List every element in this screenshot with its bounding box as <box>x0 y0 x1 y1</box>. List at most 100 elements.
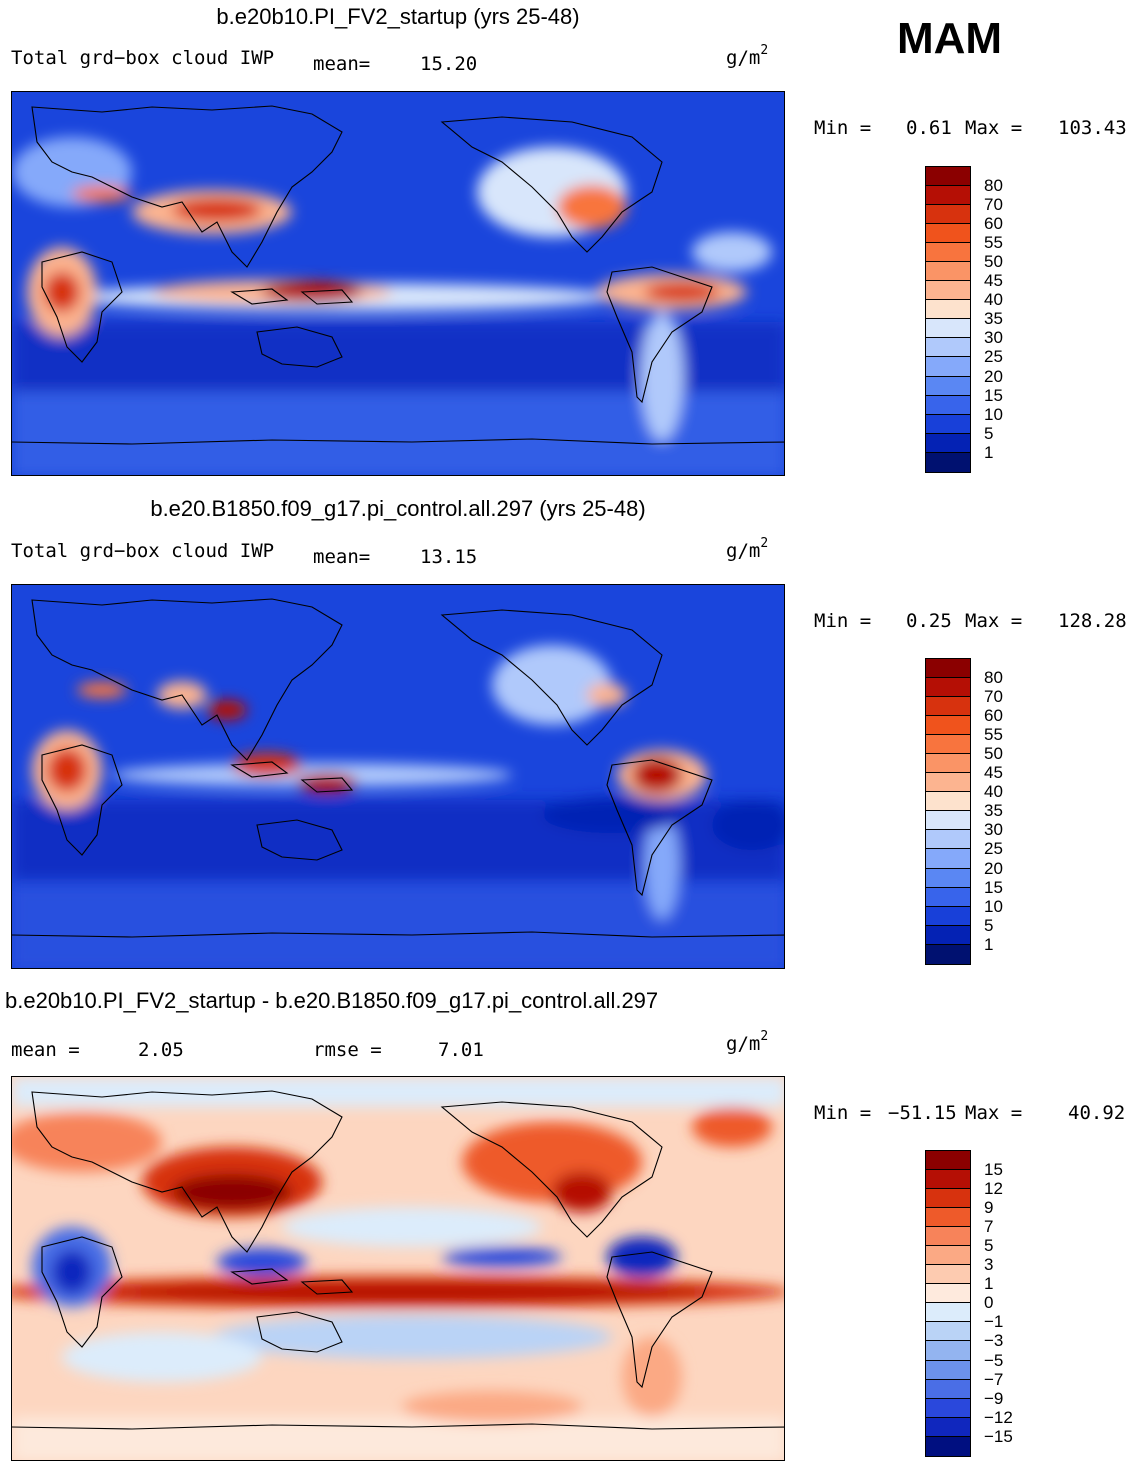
colorbar-tick-label: −7 <box>984 1369 1004 1389</box>
colorbar-cell <box>926 1151 970 1171</box>
colorbar-cell <box>926 678 970 698</box>
colorbar-tick-label: 40 <box>984 782 1003 802</box>
colorbar-cell <box>926 319 970 339</box>
colorbar-tick-label: 10 <box>984 404 1003 424</box>
panel-2-mean-value: 13.15 <box>420 546 478 568</box>
colorbar-tick-label: 5 <box>984 915 994 935</box>
colorbar-cell <box>926 376 970 396</box>
colorbar-tick-label: −15 <box>984 1426 1013 1446</box>
colorbar-tick-label: 20 <box>984 366 1003 386</box>
colorbar-cell <box>926 224 970 244</box>
colorbar-cell <box>926 433 970 453</box>
colorbar-cell <box>926 830 970 850</box>
colorbar-cell <box>926 754 970 774</box>
panel-1-variable-label: Total grd−box cloud IWP <box>11 47 275 69</box>
colorbar-cell <box>926 167 970 187</box>
colorbar-tick-label: −12 <box>984 1407 1013 1427</box>
colorbar-cell <box>926 1265 970 1285</box>
panel-3-title: b.e20b10.PI_FV2_startup - b.e20.B1850.f0… <box>5 988 659 1013</box>
colorbar-cell <box>926 186 970 206</box>
colorbar-cell <box>926 906 970 926</box>
colorbar-tick-label: 55 <box>984 725 1003 745</box>
panel-3-min-value: −51.15 <box>888 1102 957 1124</box>
colorbar-tick-label: 12 <box>984 1179 1003 1199</box>
panel-1-map <box>11 91 785 476</box>
panel-3-units: g/m2 <box>726 1029 769 1055</box>
panel-1-title: b.e20b10.PI_FV2_startup (yrs 25-48) <box>216 4 580 29</box>
colorbar-cell <box>926 357 970 377</box>
colorbar-tick-label: 0 <box>984 1293 994 1313</box>
panel-2-max-value: 128.28 <box>1058 610 1126 632</box>
panel-3-max-label: Max = <box>965 1102 1023 1124</box>
panel-3-mean-value: 2.05 <box>138 1039 184 1061</box>
colorbar-tick-label: 45 <box>984 763 1003 783</box>
colorbar-cell <box>926 1398 970 1418</box>
colorbar-tick-label: 5 <box>984 1236 994 1256</box>
colorbar-cell <box>926 1322 970 1342</box>
colorbar-cell <box>926 1189 970 1209</box>
panel-1-colorbar <box>925 166 971 473</box>
colorbar-cell <box>926 1360 970 1380</box>
colorbar-cell <box>926 300 970 320</box>
colorbar-tick-label: 80 <box>984 176 1003 195</box>
colorbar-tick-label: 70 <box>984 687 1003 707</box>
panel-3-max-value: 40.92 <box>1068 1102 1126 1124</box>
colorbar-cell <box>926 1284 970 1304</box>
panel-3-colorbar-labels: 15 12 9 7 5 3 1 0 −1 −3 −5 −7 −9 −12 −15 <box>984 1160 1024 1450</box>
season-label: MAM <box>897 14 1003 63</box>
colorbar-cell <box>926 811 970 831</box>
colorbar-cell <box>926 1208 970 1228</box>
panel-1-max-label: Max = <box>965 117 1023 139</box>
colorbar-tick-label: 50 <box>984 252 1003 272</box>
panel-2-map-svg <box>12 585 784 968</box>
colorbar-tick-label: 15 <box>984 877 1003 897</box>
colorbar-cell <box>926 1436 970 1456</box>
colorbar-tick-label: 45 <box>984 271 1003 291</box>
colorbar-tick-label: 1 <box>984 934 994 954</box>
colorbar-tick-label: 25 <box>984 839 1003 859</box>
colorbar-cell <box>926 1246 970 1266</box>
colorbar-cell <box>926 1170 970 1190</box>
colorbar-tick-label: 55 <box>984 233 1003 253</box>
colorbar-tick-label: 35 <box>984 309 1003 329</box>
colorbar-cell <box>926 395 970 415</box>
colorbar-cell <box>926 1417 970 1437</box>
colorbar-cell <box>926 243 970 263</box>
panel-3-rmse-value: 7.01 <box>438 1039 484 1061</box>
colorbar-tick-label: 3 <box>984 1255 994 1275</box>
colorbar-cell <box>926 697 970 717</box>
colorbar-cell <box>926 773 970 793</box>
colorbar-cell <box>926 452 970 472</box>
panel-1-colorbar-labels: 80 70 60 55 50 45 40 35 30 25 20 15 10 5 1 <box>984 176 1024 466</box>
colorbar-tick-label: 40 <box>984 290 1003 310</box>
colorbar-cell <box>926 925 970 945</box>
colorbar-cell <box>926 1341 970 1361</box>
panel-1-max-value: 103.43 <box>1058 117 1126 139</box>
colorbar-cell <box>926 1379 970 1399</box>
colorbar-tick-label: 10 <box>984 896 1003 916</box>
panel-2-mean-label: mean= <box>313 546 371 568</box>
colorbar-tick-label: −9 <box>984 1388 1004 1408</box>
panel-2-units: g/m2 <box>726 536 769 562</box>
panel-3-colorbar <box>925 1150 971 1457</box>
colorbar-tick-label: 50 <box>984 744 1003 764</box>
panel-3-map-svg <box>12 1077 784 1460</box>
colorbar-cell <box>926 414 970 434</box>
colorbar-tick-label: 15 <box>984 385 1003 405</box>
panel-2-map <box>11 584 785 969</box>
colorbar-tick-label: 70 <box>984 195 1003 215</box>
colorbar-cell <box>926 944 970 964</box>
colorbar-tick-label: 15 <box>984 1160 1003 1179</box>
panel-2-max-label: Max = <box>965 610 1023 632</box>
panel-3-map <box>11 1076 785 1461</box>
panel-3-rmse-label: rmse = <box>313 1039 382 1061</box>
panel-2-colorbar-labels: 80 70 60 55 50 45 40 35 30 25 20 15 10 5 1 <box>984 668 1024 958</box>
colorbar-tick-label: 7 <box>984 1217 994 1237</box>
panel-1-min-label: Min = <box>814 117 872 139</box>
colorbar-cell <box>926 735 970 755</box>
colorbar-tick-label: −3 <box>984 1331 1004 1351</box>
colorbar-tick-label: 1 <box>984 442 994 462</box>
colorbar-cell <box>926 1227 970 1247</box>
panel-1-units: g/m2 <box>726 43 769 69</box>
colorbar-cell <box>926 849 970 869</box>
